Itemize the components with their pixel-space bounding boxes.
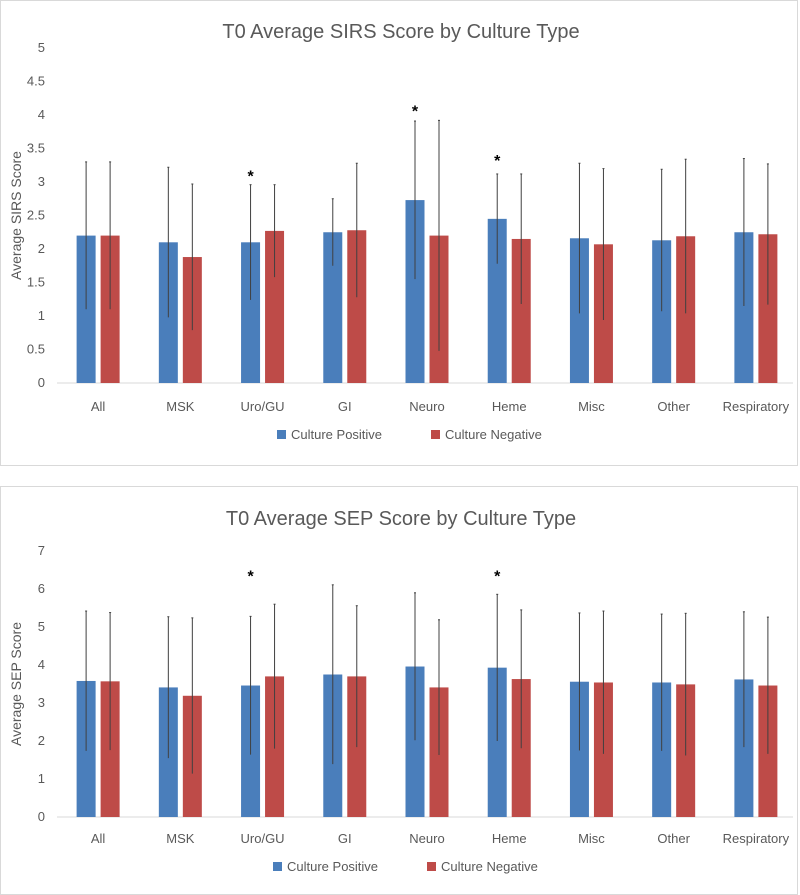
significance-marker: * [494,153,501,170]
y-axis-label: Average SIRS Score [8,151,24,280]
bar-culture-positive [734,232,754,383]
x-tick-label: All [91,831,106,846]
x-tick-label: Uro/GU [241,399,285,414]
y-tick-label: 4 [38,657,45,672]
bar-culture-positive [734,679,754,817]
y-tick-label: 1 [38,771,45,786]
legend-label-culture-negative: Culture Negative [441,859,538,874]
y-tick-label: 4 [38,107,45,122]
legend-label-culture-positive: Culture Positive [287,859,378,874]
y-tick-label: 0.5 [27,342,45,357]
x-tick-label: Other [657,399,690,414]
bar-culture-negative [347,230,367,383]
bar-culture-negative [511,238,531,383]
sep-chart-panel: T0 Average SEP Score by Culture Type Aver… [0,486,798,895]
x-tick-label: MSK [166,831,195,846]
sirs-chart-panel: T0 Average SIRS Score by Culture Type Ave… [0,0,798,466]
bar-culture-positive [323,232,343,383]
legend-label-culture-negative: Culture Negative [445,427,542,442]
bar-culture-positive [487,218,507,383]
x-tick-label: Misc [578,399,605,414]
x-tick-label: Respiratory [723,831,790,846]
bar-culture-positive [405,666,425,817]
x-tick-label: Other [657,831,690,846]
y-tick-label: 4.5 [27,74,45,89]
bar-culture-positive [405,200,425,383]
x-tick-label: Heme [492,831,527,846]
legend-swatch-culture-negative [427,862,436,871]
y-axis-label: Average SEP Score [8,622,24,746]
bar-culture-negative [758,234,778,383]
y-tick-label: 3 [38,695,45,710]
x-tick-label: MSK [166,399,195,414]
x-tick-label: Heme [492,399,527,414]
y-tick-label: 0 [38,375,45,390]
y-tick-label: 5 [38,40,45,55]
x-tick-label: GI [338,831,352,846]
y-tick-label: 5 [38,619,45,634]
sirs-chart: T0 Average SIRS Score by Culture Type Ave… [8,21,793,442]
y-tick-label: 3.5 [27,141,45,156]
x-tick-label: GI [338,399,352,414]
y-tick-label: 2.5 [27,208,45,223]
significance-marker: * [247,168,254,185]
chart-title: T0 Average SIRS Score by Culture Type [222,21,579,43]
x-tick-label: Respiratory [723,399,790,414]
bar-culture-positive [652,240,672,383]
y-tick-label: 3 [38,174,45,189]
significance-marker: * [494,569,501,586]
y-tick-label: 1 [38,308,45,323]
y-tick-label: 7 [38,543,45,558]
x-tick-label: Neuro [409,831,444,846]
x-tick-label: All [91,399,106,414]
y-tick-label: 0 [38,809,45,824]
y-tick-label: 6 [38,581,45,596]
legend-swatch-culture-positive [277,430,286,439]
x-tick-label: Uro/GU [241,831,285,846]
legend-swatch-culture-negative [431,430,440,439]
bar-culture-positive [241,242,261,383]
y-tick-label: 2 [38,733,45,748]
bar-culture-negative [265,230,285,383]
sep-chart: T0 Average SEP Score by Culture Type Aver… [8,508,793,874]
legend-swatch-culture-positive [273,862,282,871]
bar-culture-positive [487,667,507,817]
chart-title: T0 Average SEP Score by Culture Type [226,508,576,530]
legend-label-culture-positive: Culture Positive [291,427,382,442]
y-tick-label: 2 [38,241,45,256]
x-tick-label: Neuro [409,399,444,414]
y-tick-label: 1.5 [27,275,45,290]
x-tick-label: Misc [578,831,605,846]
significance-marker: * [247,569,254,586]
significance-marker: * [412,103,419,120]
